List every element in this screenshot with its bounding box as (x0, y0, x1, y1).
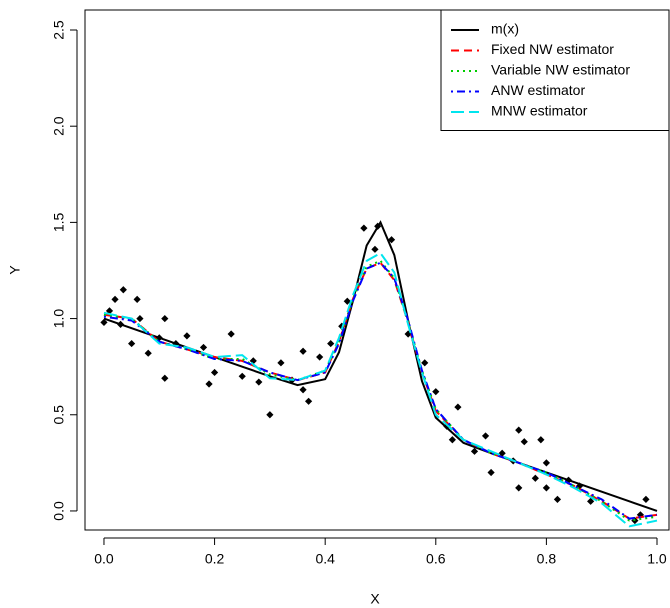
data-point (371, 245, 379, 253)
data-point (542, 459, 550, 467)
legend-label: ANW estimator (491, 82, 585, 98)
data-point (537, 436, 545, 444)
data-point (515, 484, 523, 492)
data-point (299, 386, 307, 394)
data-point (642, 495, 650, 504)
data-point (266, 411, 274, 419)
y-tick-label: 1.5 (51, 212, 67, 232)
y-tick-label: 2.5 (51, 20, 67, 40)
data-point (100, 318, 108, 327)
data-point (421, 359, 429, 367)
y-tick-label: 0.0 (51, 501, 67, 521)
data-point (119, 286, 127, 294)
data-point (387, 236, 396, 244)
series-line (103, 251, 658, 528)
series-line (103, 261, 658, 520)
data-point (316, 353, 324, 361)
data-point (249, 357, 257, 365)
data-point (144, 349, 152, 357)
legend-label: m(x) (491, 21, 519, 37)
data-point (161, 314, 169, 323)
data-point (481, 432, 490, 440)
data-point (227, 330, 235, 338)
legend-label: Fixed NW estimator (491, 41, 614, 57)
y-tick-label: 0.5 (51, 405, 67, 425)
plot-frame (84, 9, 670, 531)
data-point (553, 495, 562, 504)
data-point (183, 332, 191, 340)
data-point (542, 484, 550, 492)
x-tick-label: 0.4 (315, 551, 335, 567)
data-point (531, 474, 539, 482)
data-point (432, 388, 440, 396)
data-point (487, 468, 495, 477)
data-point (105, 307, 114, 315)
data-point (133, 295, 141, 303)
data-point (515, 426, 523, 434)
data-point (343, 297, 351, 305)
y-tick-label: 1.0 (51, 309, 67, 329)
data-point (636, 511, 645, 519)
x-axis-label: X (370, 591, 380, 607)
data-point (161, 374, 169, 382)
series-line (103, 220, 658, 512)
data-point (277, 359, 285, 367)
data-point (205, 380, 213, 388)
x-tick-label: 1.0 (647, 551, 667, 567)
data-point (327, 339, 335, 348)
data-point (199, 343, 208, 352)
legend-label: MNW estimator (491, 103, 588, 119)
data-point (136, 314, 144, 323)
data-point (360, 224, 368, 232)
data-point (210, 368, 219, 377)
series-line (103, 261, 658, 520)
data-point (238, 372, 246, 380)
x-tick-label: 0.2 (205, 551, 225, 567)
data-point (111, 295, 119, 303)
data-point (128, 339, 136, 348)
data-point (448, 436, 456, 444)
x-tick-label: 0.8 (537, 551, 557, 567)
data-point (520, 438, 528, 446)
data-point (587, 497, 595, 505)
data-point (255, 378, 263, 386)
y-axis-label: Y (7, 265, 23, 275)
y-tick-label: 2.0 (51, 116, 67, 136)
x-tick-label: 0.0 (94, 551, 114, 567)
legend-label: Variable NW estimator (491, 62, 630, 78)
data-point (454, 403, 462, 411)
x-tick-label: 0.6 (426, 551, 446, 567)
data-point (304, 397, 313, 405)
data-point (498, 449, 506, 457)
data-point (404, 330, 412, 338)
data-point (299, 347, 307, 355)
data-point (470, 447, 479, 455)
